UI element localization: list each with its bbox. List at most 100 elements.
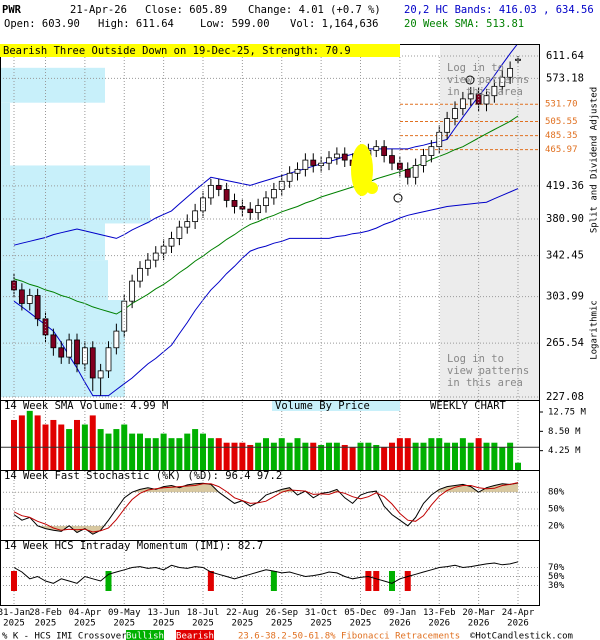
candle-body (168, 238, 175, 247)
candle-body (26, 295, 33, 304)
crossover-signal (389, 571, 395, 591)
axis-label: Logarithmic (590, 300, 600, 360)
candle-body (389, 155, 395, 164)
change: Change: 4.01 (+0.7 %) (248, 4, 381, 16)
volume-bar (113, 429, 120, 470)
volume-by-price-bar (0, 67, 105, 103)
candle-body (302, 159, 309, 170)
volume-bar (467, 442, 474, 470)
candle-body (137, 267, 143, 282)
candle-body (420, 155, 427, 166)
candle-body (255, 205, 262, 214)
volume-bar (160, 433, 167, 470)
high: High: 611.64 (98, 18, 174, 30)
volume-bar (365, 442, 372, 470)
volume-bar (491, 442, 498, 470)
candle-body (381, 146, 388, 156)
volume-bar (483, 442, 490, 470)
pattern-highlight (366, 182, 378, 194)
candle-body (207, 184, 214, 199)
volume-bar (255, 442, 262, 470)
volume-bar (144, 438, 151, 470)
volume: Vol: 1,164,636 (290, 18, 379, 30)
volume-bar (452, 442, 458, 470)
volume-bar (420, 442, 427, 470)
volume-bar (97, 429, 104, 470)
y-tick-label: 380.90 (546, 213, 584, 225)
y-tick-label: 303.99 (546, 291, 584, 303)
volume-bar (389, 442, 395, 470)
volume-bar (404, 438, 411, 470)
x-tick-label: 22-Aug 2025 (226, 608, 259, 628)
volume-bar (507, 442, 514, 470)
volume-bar (192, 429, 199, 470)
fib-label: 505.55 (545, 117, 578, 127)
candle-body (81, 347, 88, 365)
panel-title: 14 Week HCS Intraday Momentum (IMI): 82.… (4, 540, 263, 552)
candle-body (326, 157, 332, 164)
signal-legend-label: Bearish (176, 632, 214, 640)
volume-bar (176, 438, 183, 470)
volume-bar (11, 419, 17, 470)
candle-body (223, 189, 230, 201)
candle-body (507, 67, 514, 78)
panel-frame (0, 540, 540, 606)
candle-body (176, 226, 183, 239)
volume-bar (373, 444, 380, 470)
x-tick-label: 28-Feb 2025 (29, 608, 62, 628)
vbp-title: Volume By Price (275, 400, 370, 412)
volume-bar (278, 438, 285, 470)
candle-body (50, 334, 57, 349)
candle-body (34, 295, 41, 320)
chart-label: WEEKLY CHART (430, 400, 507, 412)
signal-legend-label: Bullish (126, 632, 164, 640)
fib-label: 485.35 (545, 131, 578, 141)
volume-bar (137, 433, 143, 470)
candle-body (404, 168, 411, 178)
volume-bar (436, 438, 443, 470)
stoch-fill (14, 525, 518, 535)
y-tick-label: 70% (548, 563, 565, 573)
volume-bar (270, 442, 277, 470)
crossover-signal (105, 571, 112, 591)
candle-body (286, 172, 293, 182)
crossover-signal (365, 571, 372, 591)
volume-by-price-bar (0, 165, 150, 224)
candle-body (341, 153, 348, 161)
volume-bar (66, 429, 73, 470)
signal-legend-box (126, 630, 164, 640)
candle-body (499, 76, 506, 87)
volume-bar (247, 444, 254, 470)
volume-bar (349, 447, 356, 470)
signal-legend: % K - HCS IMI Crossover, (2, 632, 132, 640)
candle-body (412, 165, 419, 178)
crossover-signal (404, 571, 411, 591)
low: Low: 599.00 (200, 18, 270, 30)
y-tick-label: 265.54 (546, 337, 584, 349)
volume-bar (26, 410, 33, 470)
candle-body (444, 118, 451, 133)
panel-title: 14 Week Fast Stochastic (%K) (%D): 96.4 … (4, 470, 282, 482)
y-tick-label: 30% (548, 581, 565, 591)
legend-sma: 20 Week SMA: 513.81 (404, 18, 524, 30)
x-tick-label: 13-Feb 2026 (423, 608, 456, 628)
candle-body (152, 252, 159, 261)
volume-bar (357, 442, 364, 470)
candle-body (89, 347, 96, 379)
signal-legend-box (176, 630, 214, 640)
x-tick-label: 09-Jan 2026 (384, 608, 417, 628)
candle-body (483, 95, 490, 105)
x-tick-label: 09-May 2025 (108, 608, 141, 628)
upper-band (13, 44, 519, 246)
candle-body (373, 146, 380, 151)
y-tick-label: 227.08 (546, 391, 584, 403)
lower-band (13, 188, 519, 397)
y-tick-label: 12.75 M (548, 408, 587, 418)
candle-body (113, 330, 120, 349)
y-tick-label: 50% (548, 505, 565, 515)
volume-bar (444, 442, 451, 470)
candle-body (105, 347, 112, 372)
candle-body (294, 168, 301, 174)
fib-label: 531.70 (545, 100, 578, 110)
y-tick-label: 4.25 M (548, 446, 581, 456)
